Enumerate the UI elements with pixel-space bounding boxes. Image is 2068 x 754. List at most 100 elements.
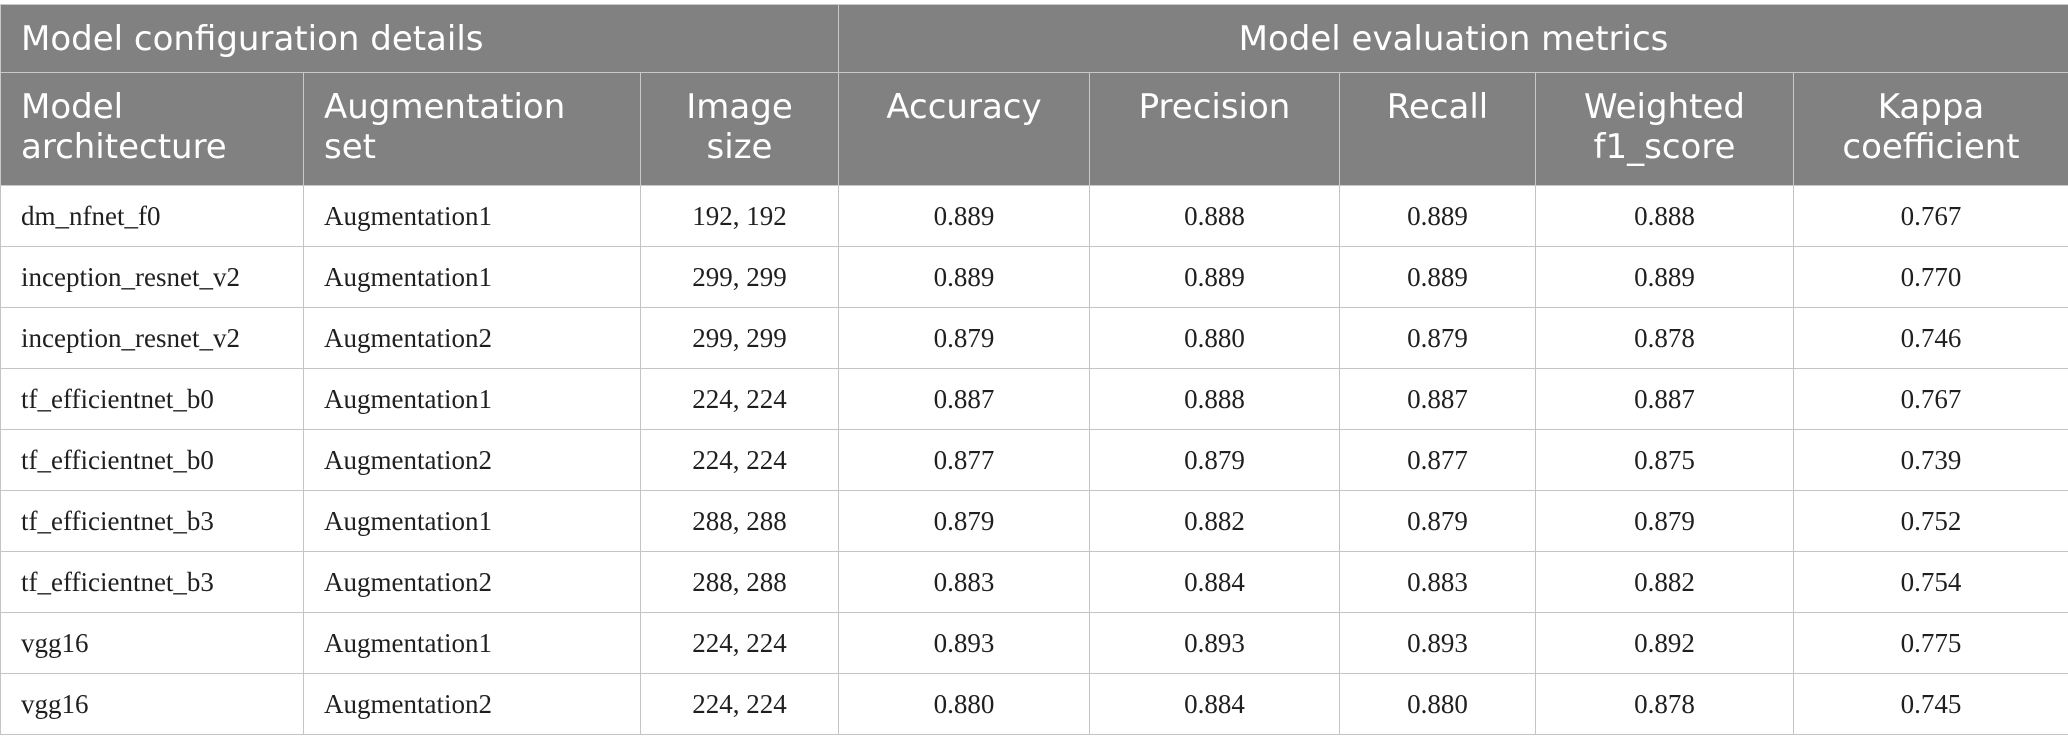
- cell-precision: 0.884: [1089, 551, 1340, 613]
- cell-model-architecture: inception_resnet_v2: [0, 246, 304, 308]
- header-line: f1_score: [1593, 127, 1736, 167]
- cell-weighted-f1: 0.878: [1535, 673, 1794, 735]
- cell-model-architecture: tf_efficientnet_b0: [0, 368, 304, 430]
- group-header-row: Model configuration details Model evalua…: [0, 4, 2068, 73]
- cell-recall: 0.893: [1339, 612, 1536, 674]
- cell-accuracy: 0.887: [838, 368, 1090, 430]
- cell-precision: 0.884: [1089, 673, 1340, 735]
- cell-model-architecture: tf_efficientnet_b3: [0, 551, 304, 613]
- header-line: Image: [686, 87, 793, 127]
- header-line: set: [324, 127, 376, 167]
- cell-augmentation-set: Augmentation2: [303, 429, 641, 491]
- table-row: tf_efficientnet_b3 Augmentation1 288, 288 0…: [0, 490, 2068, 552]
- col-header-weighted-f1: Weighted f1_score: [1535, 72, 1794, 186]
- cell-image-size: 288, 288: [640, 551, 839, 613]
- cell-image-size: 288, 288: [640, 490, 839, 552]
- header-line: architecture: [21, 127, 227, 167]
- cell-weighted-f1: 0.878: [1535, 307, 1794, 369]
- cell-precision: 0.879: [1089, 429, 1340, 491]
- cell-weighted-f1: 0.888: [1535, 185, 1794, 247]
- cell-accuracy: 0.880: [838, 673, 1090, 735]
- table-row: inception_resnet_v2 Augmentation2 299, 299…: [0, 307, 2068, 369]
- cell-accuracy: 0.893: [838, 612, 1090, 674]
- cell-recall: 0.889: [1339, 185, 1536, 247]
- cell-image-size: 192, 192: [640, 185, 839, 247]
- table-row: vgg16 Augmentation1 224, 224 0.893 0.893 0.89…: [0, 612, 2068, 674]
- col-header-kappa: Kappa coefficient: [1792, 72, 2068, 186]
- cell-augmentation-set: Augmentation1: [303, 185, 641, 247]
- cell-model-architecture: vgg16: [0, 673, 304, 735]
- cell-kappa: 0.752: [1792, 490, 2068, 552]
- cell-recall: 0.877: [1339, 429, 1536, 491]
- table-row: inception_resnet_v2 Augmentation1 299, 299…: [0, 246, 2068, 308]
- col-header-model-architecture: Model architecture: [0, 72, 304, 186]
- cell-recall: 0.889: [1339, 246, 1536, 308]
- col-header-augmentation-set: Augmentation set: [303, 72, 641, 186]
- cell-accuracy: 0.877: [838, 429, 1090, 491]
- cell-accuracy: 0.883: [838, 551, 1090, 613]
- cell-precision: 0.888: [1089, 185, 1340, 247]
- header-line: Model: [21, 87, 124, 127]
- table-body: dm_nfnet_f0 Augmentation1 192, 192 0.889 0.8…: [0, 185, 2068, 735]
- cell-augmentation-set: Augmentation1: [303, 490, 641, 552]
- header-line: Accuracy: [886, 87, 1042, 127]
- cell-weighted-f1: 0.892: [1535, 612, 1794, 674]
- cell-image-size: 224, 224: [640, 612, 839, 674]
- cell-model-architecture: vgg16: [0, 612, 304, 674]
- cell-image-size: 299, 299: [640, 246, 839, 308]
- header-line: Augmentation: [324, 87, 566, 127]
- cell-precision: 0.893: [1089, 612, 1340, 674]
- table-row: vgg16 Augmentation2 224, 224 0.880 0.884 0.88…: [0, 673, 2068, 735]
- cell-kappa: 0.754: [1792, 551, 2068, 613]
- cell-recall: 0.887: [1339, 368, 1536, 430]
- cell-weighted-f1: 0.889: [1535, 246, 1794, 308]
- cell-augmentation-set: Augmentation1: [303, 368, 641, 430]
- cell-accuracy: 0.879: [838, 490, 1090, 552]
- cell-image-size: 224, 224: [640, 368, 839, 430]
- cell-kappa: 0.770: [1792, 246, 2068, 308]
- header-line: size: [706, 127, 773, 167]
- cell-image-size: 224, 224: [640, 429, 839, 491]
- cell-kappa: 0.746: [1792, 307, 2068, 369]
- cell-augmentation-set: Augmentation2: [303, 551, 641, 613]
- column-header-row: Model architecture Augmentation set Image s…: [0, 72, 2068, 186]
- model-results-table: Model configuration details Model evalua…: [0, 4, 2068, 735]
- cell-accuracy: 0.879: [838, 307, 1090, 369]
- cell-weighted-f1: 0.879: [1535, 490, 1794, 552]
- cell-weighted-f1: 0.887: [1535, 368, 1794, 430]
- header-line: Weighted: [1584, 87, 1745, 127]
- table-row: tf_efficientnet_b0 Augmentation1 224, 224 0…: [0, 368, 2068, 430]
- config-group-header: Model configuration details: [0, 4, 839, 73]
- cell-kappa: 0.767: [1792, 368, 2068, 430]
- cell-image-size: 299, 299: [640, 307, 839, 369]
- cell-precision: 0.882: [1089, 490, 1340, 552]
- header-line: Recall: [1386, 87, 1489, 127]
- header-line: coefficient: [1842, 127, 2020, 167]
- col-header-recall: Recall: [1339, 72, 1536, 186]
- col-header-accuracy: Accuracy: [838, 72, 1090, 186]
- cell-recall: 0.883: [1339, 551, 1536, 613]
- cell-augmentation-set: Augmentation2: [303, 673, 641, 735]
- cell-precision: 0.888: [1089, 368, 1340, 430]
- cell-model-architecture: tf_efficientnet_b0: [0, 429, 304, 491]
- cell-model-architecture: tf_efficientnet_b3: [0, 490, 304, 552]
- cell-kappa: 0.767: [1792, 185, 2068, 247]
- col-header-image-size: Image size: [640, 72, 839, 186]
- col-header-precision: Precision: [1089, 72, 1340, 186]
- cell-accuracy: 0.889: [838, 246, 1090, 308]
- cell-recall: 0.879: [1339, 307, 1536, 369]
- cell-model-architecture: inception_resnet_v2: [0, 307, 304, 369]
- cell-augmentation-set: Augmentation2: [303, 307, 641, 369]
- table-row: dm_nfnet_f0 Augmentation1 192, 192 0.889 0.8…: [0, 185, 2068, 247]
- cell-augmentation-set: Augmentation1: [303, 612, 641, 674]
- results-table-container: Model configuration details Model evalua…: [0, 4, 2068, 735]
- cell-augmentation-set: Augmentation1: [303, 246, 641, 308]
- cell-image-size: 224, 224: [640, 673, 839, 735]
- cell-recall: 0.880: [1339, 673, 1536, 735]
- cell-model-architecture: dm_nfnet_f0: [0, 185, 304, 247]
- header-line: Precision: [1138, 87, 1291, 127]
- cell-recall: 0.879: [1339, 490, 1536, 552]
- metrics-group-header: Model evaluation metrics: [837, 4, 2068, 73]
- cell-weighted-f1: 0.875: [1535, 429, 1794, 491]
- cell-precision: 0.880: [1089, 307, 1340, 369]
